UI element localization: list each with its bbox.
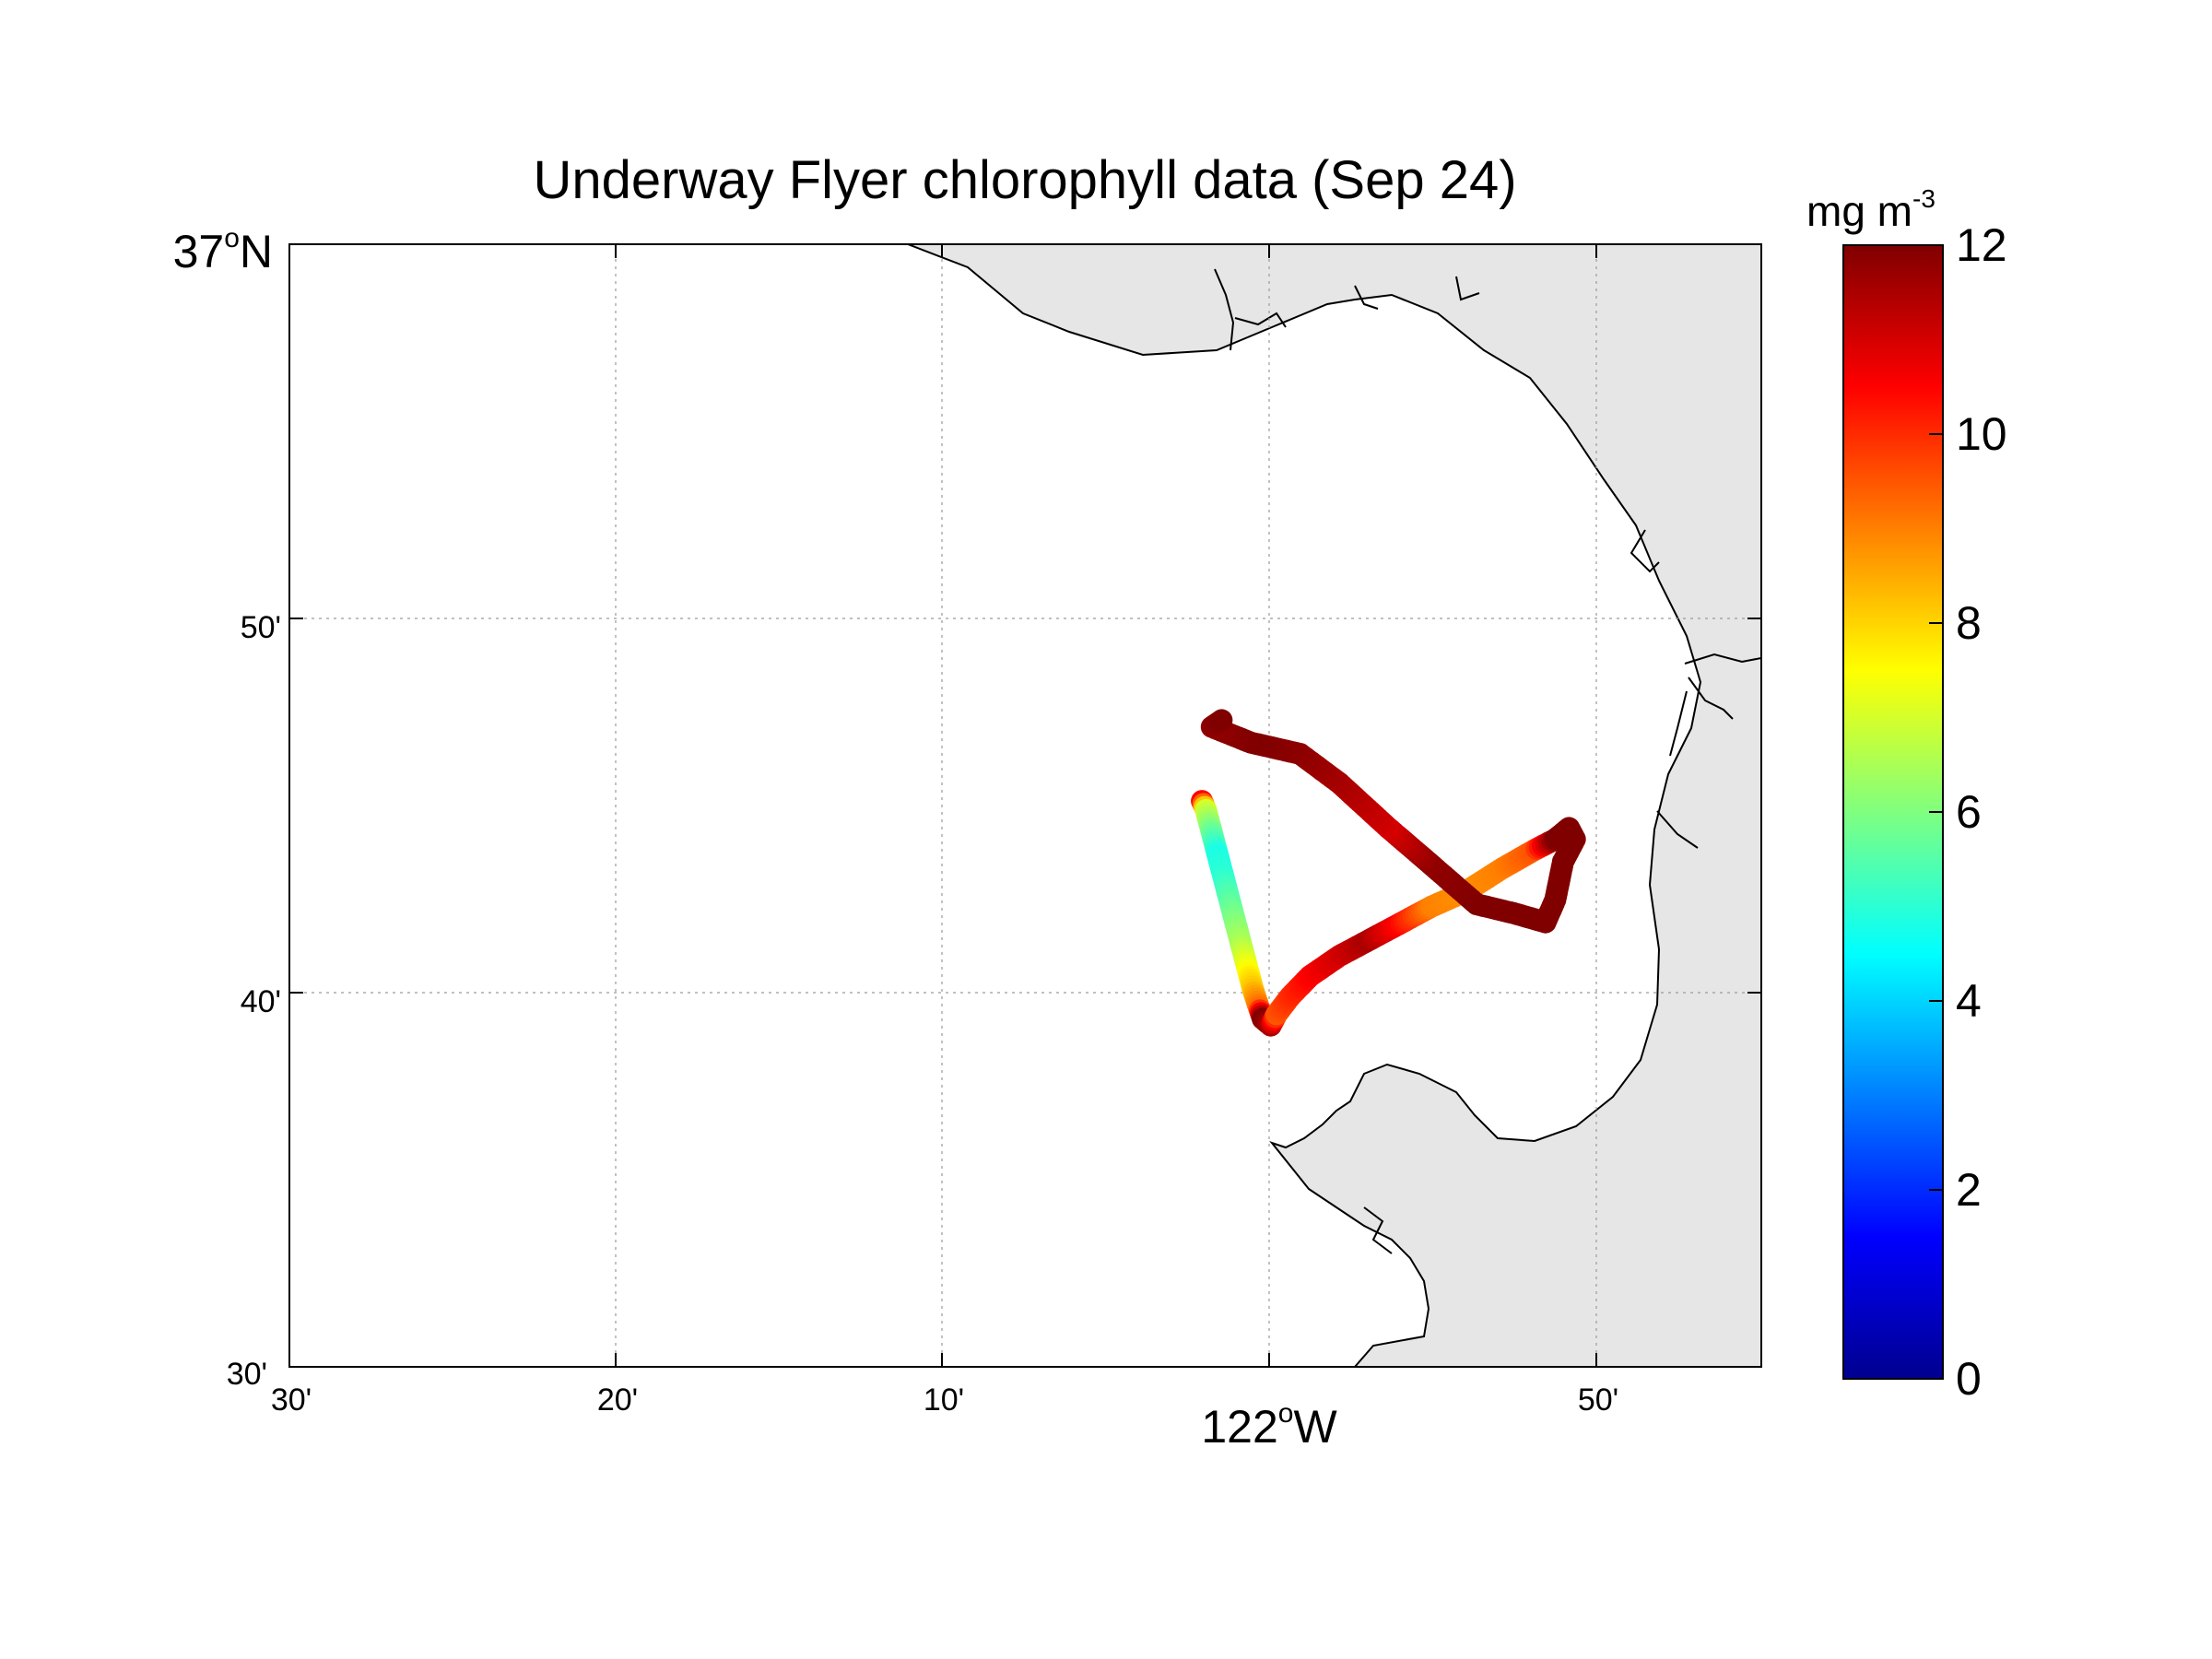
survey-track (1191, 709, 1586, 1037)
colorbar-tick-2: 2 (1956, 1164, 1982, 1216)
y-tick-label-50: 50' (241, 610, 281, 645)
y-axis-top-label: 37oN (173, 223, 273, 277)
colorbar-tick-8: 8 (1956, 597, 1982, 649)
coastline (907, 244, 1702, 1367)
colorbar-units-label: mg m-3 (1806, 184, 1936, 235)
colorbar-tick-4: 4 (1956, 975, 1982, 1027)
map-axes-frame (288, 243, 1762, 1368)
track-point (1210, 709, 1233, 732)
x-axis-center-label: 122oW (1201, 1398, 1337, 1453)
map-tick-marks (289, 244, 1761, 1367)
x-tick-label-10: 10' (924, 1382, 964, 1418)
lat-lon-grid (289, 244, 1761, 1367)
colorbar-tick-marks (1929, 244, 1943, 1380)
map-title: Underway Flyer chlorophyll data (Sep 24) (533, 150, 1516, 210)
colorbar-gradient (1842, 244, 1944, 1380)
rivers (1214, 268, 1761, 1254)
y-tick-label-40: 40' (241, 984, 281, 1019)
colorbar-tick-0: 0 (1956, 1353, 1982, 1405)
colorbar-tick-10: 10 (1956, 408, 2007, 460)
x-tick-label-50: 50' (1578, 1382, 1618, 1418)
colorbar-tick-6: 6 (1956, 786, 1982, 838)
y-tick-label-30: 30' (227, 1357, 267, 1392)
land-area (908, 244, 1761, 1367)
colorbar-tick-12: 12 (1956, 219, 2007, 271)
x-tick-label-20: 20' (597, 1382, 638, 1418)
x-tick-label-30: 30' (271, 1382, 312, 1418)
